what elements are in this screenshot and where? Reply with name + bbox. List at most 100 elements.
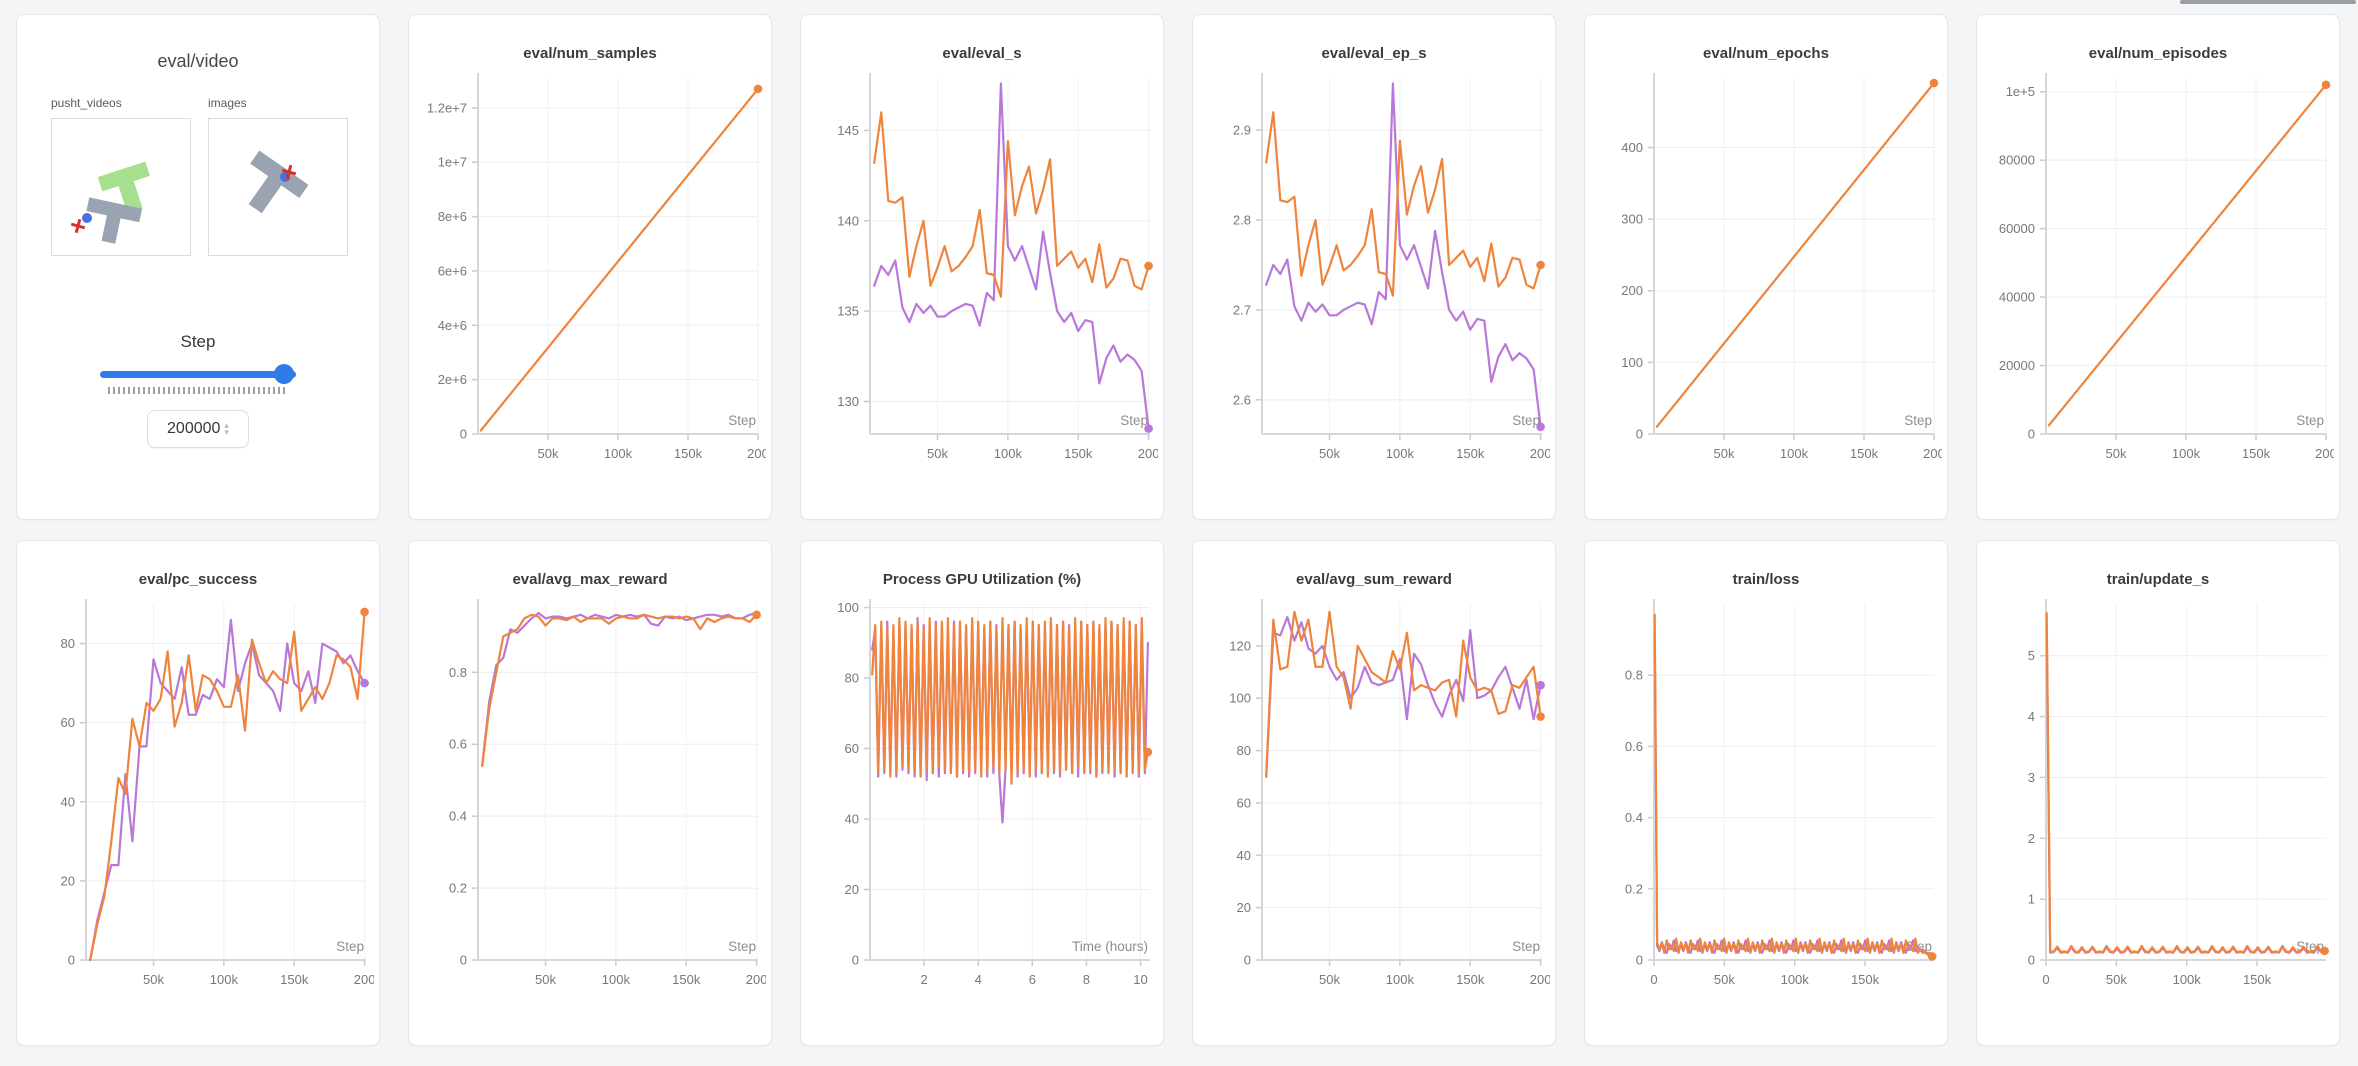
svg-text:60: 60 [1237,795,1251,810]
panel-eval-num-epochs: eval/num_epochs 50k 100k 150k 200 0 100 200 300… [1584,14,1948,520]
chart-title: eval/eval_ep_s [1321,45,1427,62]
svg-text:40000: 40000 [1999,290,2035,305]
svg-text:0: 0 [1636,953,1643,968]
chart-canvas-eval-num-epochs[interactable]: 50k 100k 150k 200 0 100 200 300 400 Step [1585,66,1947,490]
horizontal-scrollbar-thumb[interactable] [2180,0,2356,4]
svg-text:150k: 150k [1064,446,1093,461]
svg-text:80: 80 [1237,743,1251,758]
pusht-videos-thumbnail[interactable] [51,118,191,256]
svg-text:0.4: 0.4 [449,809,467,824]
stepper-up-icon[interactable]: ▴ [224,420,229,430]
chart-title: train/update_s [2106,571,2210,588]
svg-text:400: 400 [1621,140,1643,155]
chart-title: eval/eval_s [942,45,1022,62]
chart-canvas-eval-num-episodes[interactable]: 50k 100k 150k 200 0 20000 40000 60000 80000 1e+5 S… [1977,66,2339,490]
chart-canvas-eval-eval-ep-s[interactable]: 50k 100k 150k 200 2.6 2.7 2.8 2.9 Step [1193,66,1555,490]
svg-text:50k: 50k [535,972,556,987]
svg-text:40: 40 [1237,848,1251,863]
svg-text:Step: Step [336,939,364,954]
svg-text:2.7: 2.7 [1233,302,1251,317]
chart-canvas-eval-avg-max-reward[interactable]: 50k 100k 150k 200 0 0.2 0.4 0.6 0.8 Step [409,592,771,1016]
svg-text:200: 200 [1923,446,1942,461]
svg-text:2.6: 2.6 [1233,392,1251,407]
chart-canvas-eval-eval-s[interactable]: 50k 100k 150k 200 130 135 140 145 Step [801,66,1163,490]
panel-eval-avg-max-reward: eval/avg_max_reward 50k 100k 150k 200 0 0.2 0.… [408,540,772,1046]
chart-canvas-eval-num-samples[interactable]: 50k 100k 150k 200 0 2e+6 4e+6 6e+6 8e+6 1e+7 1.2e+… [409,66,771,490]
svg-text:100k: 100k [1781,972,1810,987]
svg-text:0: 0 [1650,972,1657,987]
svg-text:200: 200 [1530,446,1550,461]
pusht-scene-graphic [70,161,150,244]
slider-thumb[interactable] [274,364,294,384]
chart-title: Process GPU Utilization (%) [882,571,1082,588]
slider-track[interactable] [100,370,296,378]
svg-text:0: 0 [2028,953,2035,968]
svg-text:8e+6: 8e+6 [438,209,467,224]
svg-text:0.2: 0.2 [449,881,467,896]
svg-text:150k: 150k [1456,972,1485,987]
svg-text:4: 4 [975,972,982,987]
svg-text:20: 20 [1237,900,1251,915]
svg-text:4: 4 [2028,709,2035,724]
svg-text:100k: 100k [210,972,239,987]
svg-text:0: 0 [460,427,467,442]
chart-canvas-train-loss[interactable]: 0 50k 100k 150k 0 0.2 0.4 0.6 0.8 Step [1585,592,1947,1016]
svg-text:40: 40 [61,794,75,809]
svg-text:1: 1 [2028,892,2035,907]
stepper: ▴ ▾ [224,420,229,437]
svg-text:0.8: 0.8 [1625,668,1643,683]
svg-text:80: 80 [845,671,859,686]
svg-text:0: 0 [460,953,467,968]
svg-text:2e+6: 2e+6 [438,372,467,387]
svg-text:Step: Step [728,413,756,428]
svg-text:4e+6: 4e+6 [438,318,467,333]
block-t-shape [248,150,309,214]
agent-dot [82,213,92,223]
svg-text:150k: 150k [672,972,701,987]
svg-text:150k: 150k [2243,972,2272,987]
svg-text:Step: Step [1904,413,1932,428]
svg-text:200: 200 [1621,283,1643,298]
svg-text:100k: 100k [2173,972,2202,987]
svg-text:0: 0 [852,953,859,968]
chart-canvas-eval-pc-success[interactable]: 50k 100k 150k 200 0 20 40 60 80 Step [17,592,379,1016]
media-item-images: images [208,96,348,256]
images-scene-graphic [248,150,309,214]
svg-text:6e+6: 6e+6 [438,263,467,278]
panel-eval-num-episodes: eval/num_episodes 50k 100k 150k 200 0 20000 40… [1976,14,2340,520]
svg-text:20000: 20000 [1999,358,2035,373]
svg-text:0: 0 [2042,972,2049,987]
chart-title: eval/num_episodes [2088,45,2228,62]
svg-text:50k: 50k [1319,972,1340,987]
chart-canvas-process-gpu-utilization[interactable]: 2 4 6 8 10 0 20 40 60 80 100 Time (hours) [801,592,1163,1016]
panel-eval-pc-success: eval/pc_success 50k 100k 150k 200 0 20 40 60 80 S… [16,540,380,1046]
svg-text:1e+5: 1e+5 [2006,84,2035,99]
svg-text:Step: Step [1512,939,1540,954]
images-thumbnail[interactable] [208,118,348,256]
svg-text:50k: 50k [2106,446,2127,461]
svg-text:135: 135 [837,304,859,319]
svg-text:0.4: 0.4 [1625,810,1643,825]
svg-text:50k: 50k [1714,972,1735,987]
svg-text:60: 60 [845,741,859,756]
chart-canvas-train-update-s[interactable]: 0 50k 100k 150k 0 1 2 3 4 5 Step [1977,592,2339,1016]
media-label-images: images [208,96,247,110]
svg-text:200: 200 [1138,446,1158,461]
svg-text:100k: 100k [2172,446,2201,461]
stepper-down-icon[interactable]: ▾ [224,427,229,437]
video-panel-title: eval/video [157,51,239,71]
chart-canvas-eval-avg-sum-reward[interactable]: 50k 100k 150k 200 0 20 40 60 80 100 120 Step [1193,592,1555,1016]
panel-eval-eval-ep-s: eval/eval_ep_s 50k 100k 150k 200 2.6 2.7 2.8 2.… [1192,14,1556,520]
svg-text:Step: Step [1512,413,1540,428]
svg-text:6: 6 [1029,972,1036,987]
svg-text:100k: 100k [602,972,631,987]
svg-text:200: 200 [354,972,374,987]
svg-text:50k: 50k [2106,972,2127,987]
chart-title: eval/pc_success [138,571,258,588]
step-value-input[interactable]: 200000 ▴ ▾ [147,410,249,448]
svg-text:50k: 50k [538,446,559,461]
svg-text:145: 145 [837,123,859,138]
step-slider[interactable] [100,364,296,384]
svg-text:50k: 50k [1714,446,1735,461]
svg-text:200: 200 [747,446,766,461]
